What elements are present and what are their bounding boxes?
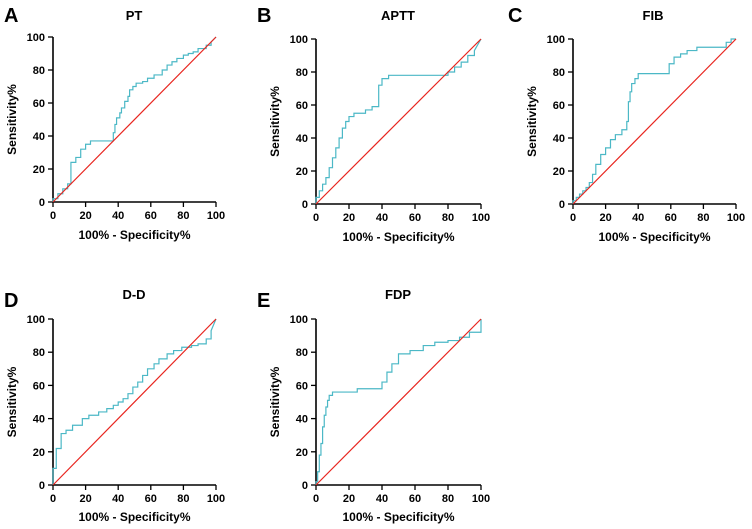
- roc-panel-d: D D-D 0 20 40 60 80 100 0 20 40 60 80 100 100% - Speci…: [4, 287, 225, 524]
- roc-curve: [572, 38, 736, 204]
- x-tick-label: 0: [313, 493, 319, 505]
- y-tick-label: 40: [553, 133, 565, 145]
- y-tick-label: 60: [33, 380, 45, 392]
- x-tick-label: 40: [632, 212, 644, 224]
- panel-letter: C: [508, 5, 522, 27]
- roc-curve: [315, 38, 482, 204]
- y-axis-label: Sensitivity%: [5, 366, 19, 437]
- x-tick-label: 100: [472, 212, 490, 224]
- x-tick-label: 60: [409, 493, 421, 505]
- panel-letter: B: [257, 5, 271, 27]
- x-tick-label: 60: [145, 210, 157, 222]
- y-tick-label: 40: [33, 131, 45, 143]
- x-tick-label: 40: [376, 493, 388, 505]
- x-tick-label: 20: [79, 210, 91, 222]
- x-tick-label: 100: [207, 210, 225, 222]
- x-tick-label: 40: [112, 210, 124, 222]
- x-tick-label: 20: [343, 493, 355, 505]
- y-tick-label: 80: [33, 347, 45, 359]
- reference-line: [315, 318, 482, 486]
- roc-curve: [52, 318, 217, 485]
- x-axis-label: 100% - Specificity%: [342, 510, 454, 524]
- panel-letter: A: [4, 5, 18, 27]
- reference-line: [572, 38, 737, 205]
- reference-line: [315, 38, 482, 205]
- roc-panel-e: E FDP 0 20 40 60 80 100 0 20 40 60 80 100 100% - Speci…: [257, 287, 490, 524]
- panel-letter: E: [257, 290, 270, 312]
- y-tick-label: 80: [33, 65, 45, 77]
- y-axis-label: Sensitivity%: [5, 84, 19, 155]
- x-tick-label: 60: [665, 212, 677, 224]
- x-tick-label: 100: [207, 493, 225, 505]
- x-tick-label: 80: [177, 493, 189, 505]
- roc-panel-c: C FIB 0 20 40 60 80 100 0 20 40 60 80 100 100% - Speci…: [508, 5, 745, 244]
- chart-title: FDP: [385, 287, 411, 302]
- x-tick-label: 60: [409, 212, 421, 224]
- y-tick-label: 20: [33, 447, 45, 459]
- x-tick-label: 0: [50, 493, 56, 505]
- x-tick-label: 20: [343, 212, 355, 224]
- x-tick-label: 80: [442, 493, 454, 505]
- y-tick-label: 20: [33, 164, 45, 176]
- y-tick-label: 20: [296, 166, 308, 178]
- x-tick-label: 40: [112, 493, 124, 505]
- y-tick-label: 20: [296, 447, 308, 459]
- x-tick-label: 20: [79, 493, 91, 505]
- y-tick-label: 0: [39, 197, 45, 209]
- y-tick-label: 60: [33, 98, 45, 110]
- reference-line: [52, 318, 217, 486]
- chart-title: PT: [126, 8, 143, 23]
- y-axis-label: Sensitivity%: [268, 86, 282, 157]
- y-tick-label: 60: [296, 380, 308, 392]
- y-tick-label: 40: [296, 414, 308, 426]
- roc-panel-a: A PT 0 20 40 60 80 100 0 20 40 60 80 100 100% - Specif…: [4, 5, 225, 242]
- x-tick-label: 100: [472, 493, 490, 505]
- chart-title: D-D: [122, 287, 145, 302]
- reference-line: [52, 36, 217, 203]
- y-tick-label: 80: [553, 67, 565, 79]
- panel-letter: D: [4, 290, 18, 312]
- y-tick-label: 80: [296, 67, 308, 79]
- roc-curve: [52, 36, 217, 202]
- y-axis-label: Sensitivity%: [525, 86, 539, 157]
- x-tick-label: 20: [599, 212, 611, 224]
- y-tick-label: 0: [302, 199, 308, 211]
- y-axis-label: Sensitivity%: [268, 366, 282, 437]
- y-tick-label: 40: [33, 414, 45, 426]
- y-tick-label: 0: [39, 480, 45, 492]
- y-tick-label: 60: [553, 100, 565, 112]
- y-tick-label: 20: [553, 166, 565, 178]
- y-tick-label: 100: [27, 314, 45, 326]
- chart-title: FIB: [643, 8, 664, 23]
- x-axis-label: 100% - Specificity%: [78, 510, 190, 524]
- y-tick-label: 0: [302, 480, 308, 492]
- x-tick-label: 0: [50, 210, 56, 222]
- y-tick-label: 100: [290, 34, 308, 46]
- x-tick-label: 0: [570, 212, 576, 224]
- x-tick-label: 100: [727, 212, 745, 224]
- y-tick-label: 80: [296, 347, 308, 359]
- y-tick-label: 40: [296, 133, 308, 145]
- y-tick-label: 60: [296, 100, 308, 112]
- x-tick-label: 80: [442, 212, 454, 224]
- x-tick-label: 0: [313, 212, 319, 224]
- y-tick-label: 100: [547, 34, 565, 46]
- roc-panel-b: B APTT 0 20 40 60 80 100 0 20 40 60 80 100 100% - Spec…: [257, 5, 490, 244]
- chart-title: APTT: [381, 8, 415, 23]
- x-tick-label: 60: [145, 493, 157, 505]
- y-tick-label: 100: [27, 32, 45, 44]
- roc-curve: [315, 319, 482, 485]
- x-tick-label: 80: [177, 210, 189, 222]
- x-axis-label: 100% - Specificity%: [78, 228, 190, 242]
- y-tick-label: 100: [290, 314, 308, 326]
- y-tick-label: 0: [559, 199, 565, 211]
- x-axis-label: 100% - Specificity%: [342, 230, 454, 244]
- x-axis-label: 100% - Specificity%: [598, 230, 710, 244]
- x-tick-label: 40: [376, 212, 388, 224]
- x-tick-label: 80: [697, 212, 709, 224]
